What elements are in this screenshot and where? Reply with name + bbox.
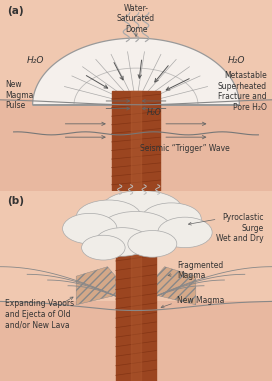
Bar xyxy=(0,190,272,301)
Text: H₂O: H₂O xyxy=(227,56,245,66)
Text: H₂O: H₂O xyxy=(147,108,162,117)
Bar xyxy=(0,0,272,99)
Polygon shape xyxy=(131,248,141,381)
Polygon shape xyxy=(76,267,116,305)
Text: Pyroclastic
Surge
Wet and Dry: Pyroclastic Surge Wet and Dry xyxy=(216,213,264,243)
Ellipse shape xyxy=(82,235,125,260)
Polygon shape xyxy=(116,248,156,381)
Text: (a): (a) xyxy=(7,6,23,16)
Text: Expanding Vapors
and Ejecta of Old
and/or New Lava: Expanding Vapors and Ejecta of Old and/o… xyxy=(5,299,75,329)
Text: H₂O: H₂O xyxy=(27,56,45,66)
Ellipse shape xyxy=(101,190,182,229)
Ellipse shape xyxy=(128,231,177,257)
Text: (b): (b) xyxy=(7,196,24,206)
Polygon shape xyxy=(112,91,160,190)
Text: Metastable
Superheated
Fracture and
Pore H₂O: Metastable Superheated Fracture and Pore… xyxy=(217,71,267,112)
Bar xyxy=(0,301,272,381)
Polygon shape xyxy=(33,38,239,105)
Text: Fragmented
Magma: Fragmented Magma xyxy=(177,261,223,280)
Ellipse shape xyxy=(76,200,141,234)
Text: New Magma: New Magma xyxy=(177,296,224,306)
Ellipse shape xyxy=(63,213,117,244)
Polygon shape xyxy=(131,91,141,190)
Bar xyxy=(0,99,272,190)
Ellipse shape xyxy=(158,217,212,248)
Polygon shape xyxy=(156,267,196,305)
Text: Seismic “Trigger” Wave: Seismic “Trigger” Wave xyxy=(140,144,230,153)
Text: Water-
Saturated
Dome: Water- Saturated Dome xyxy=(117,4,155,34)
Ellipse shape xyxy=(95,228,150,256)
Text: New
Magma
Pulse: New Magma Pulse xyxy=(5,80,34,110)
Ellipse shape xyxy=(141,203,201,235)
Ellipse shape xyxy=(101,211,171,246)
